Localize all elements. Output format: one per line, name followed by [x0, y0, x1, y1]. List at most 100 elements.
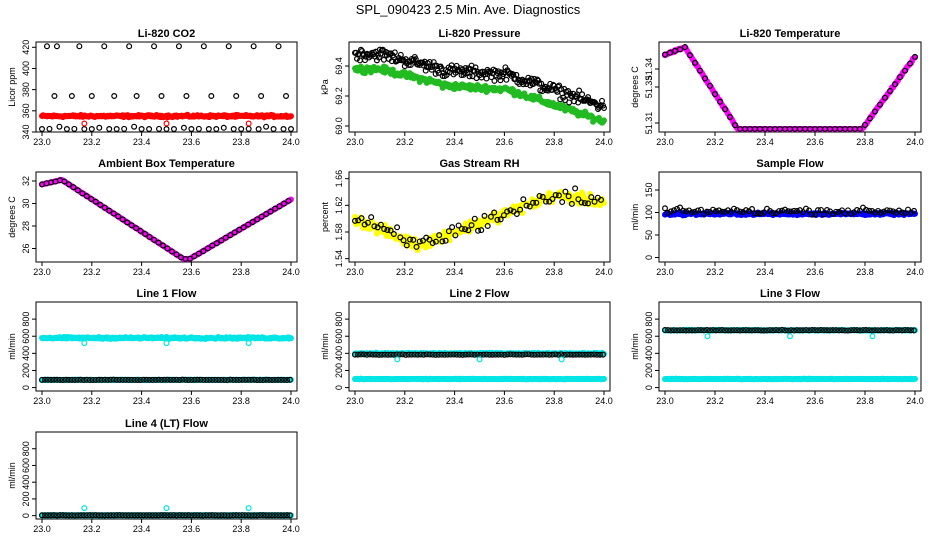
- data-point: [56, 123, 63, 130]
- data-point: [131, 123, 138, 130]
- data-point: [245, 221, 252, 228]
- y-tick-label: 1.58: [334, 223, 344, 241]
- data-point: [276, 203, 283, 210]
- x-tick-label: 24.0: [282, 524, 300, 534]
- data-point: [910, 207, 917, 214]
- data-point: [452, 232, 459, 239]
- x-tick-label: 24.0: [595, 267, 613, 277]
- data-point: [661, 51, 668, 58]
- data-point: [754, 210, 761, 217]
- data-point: [142, 230, 149, 237]
- data-point: [79, 190, 86, 197]
- data-point: [436, 232, 443, 239]
- data-point: [405, 62, 412, 69]
- data-point: [724, 207, 731, 214]
- data-point: [88, 125, 95, 132]
- data-point: [43, 43, 50, 50]
- data-point: [394, 224, 401, 231]
- data-point: [170, 125, 177, 132]
- data-point: [520, 196, 527, 203]
- data-point: [183, 92, 190, 99]
- x-tick-label: 23.6: [183, 267, 201, 277]
- y-tick-label: 340: [21, 124, 31, 139]
- data-point: [270, 125, 277, 132]
- data-point: [691, 59, 698, 66]
- data-point: [106, 207, 113, 214]
- page-title: SPL_090423 2.5 Min. Ave. Diagnostics: [356, 2, 581, 17]
- x-tick-label: 23.2: [83, 267, 101, 277]
- y-axis-label: ml/min: [630, 204, 640, 231]
- chart-title: Sample Flow: [756, 158, 824, 170]
- data-point: [81, 340, 88, 347]
- data-point: [576, 87, 583, 94]
- data-point: [160, 242, 167, 249]
- data-point: [844, 207, 851, 214]
- data-point: [904, 206, 911, 213]
- series-li-820-temperature-black: [661, 44, 918, 132]
- data-point: [484, 222, 491, 229]
- y-tick-label: 200: [21, 491, 31, 506]
- data-point: [880, 208, 887, 215]
- data-point: [121, 125, 128, 132]
- data-point: [591, 198, 598, 205]
- data-point: [565, 193, 572, 200]
- data-point: [468, 222, 475, 229]
- x-tick-label: 24.0: [906, 267, 924, 277]
- data-point: [494, 216, 501, 223]
- y-tick-label: 400: [21, 61, 31, 76]
- data-point: [163, 125, 170, 132]
- data-point: [195, 125, 202, 132]
- data-point: [188, 125, 195, 132]
- data-point: [869, 333, 876, 340]
- plot-frame: [348, 171, 611, 263]
- data-point: [575, 196, 582, 203]
- data-point: [240, 224, 247, 231]
- y-tick-label: 0: [644, 385, 654, 390]
- y-axis-label: percent: [320, 201, 330, 232]
- data-point: [730, 205, 737, 212]
- x-tick-label: 23.6: [496, 267, 514, 277]
- data-point: [568, 200, 575, 207]
- data-point: [413, 243, 420, 250]
- y-tick-label: 420: [21, 40, 31, 55]
- series-box-temperature-black: [38, 177, 292, 263]
- data-point: [793, 208, 800, 215]
- data-point: [205, 125, 212, 132]
- data-point: [709, 206, 716, 213]
- data-point: [704, 333, 711, 340]
- data-point: [896, 74, 903, 81]
- data-point: [419, 237, 426, 244]
- data-point: [258, 92, 265, 99]
- data-point: [901, 67, 908, 74]
- data-point: [817, 206, 824, 213]
- data-point: [697, 206, 704, 213]
- data-point: [823, 207, 830, 214]
- data-point: [588, 194, 595, 201]
- y-tick-label: 150: [644, 182, 654, 197]
- data-point: [517, 206, 524, 213]
- data-point: [542, 198, 549, 205]
- chart-box_temp: Ambient Box Temperature 23.0 23.2 23.4 23.6 2…: [7, 158, 300, 277]
- data-point: [371, 223, 378, 230]
- x-tick-label: 23.4: [756, 396, 774, 406]
- y-tick-label: 800: [21, 441, 31, 456]
- data-point: [706, 82, 713, 89]
- data-point: [666, 49, 673, 56]
- data-point: [63, 125, 70, 132]
- data-point: [285, 197, 292, 204]
- y-axis-label: ml/min: [320, 333, 330, 360]
- y-tick-label: 0: [21, 513, 31, 518]
- chart-rh: Gas Stream RH 23.0 23.2 23.4 23.6 23.8 24.0 1.5…: [320, 158, 613, 277]
- data-point: [233, 92, 240, 99]
- data-point: [572, 185, 579, 192]
- data-point: [111, 92, 118, 99]
- data-point: [204, 245, 211, 252]
- series-co2-black: [38, 43, 295, 132]
- data-point: [581, 200, 588, 207]
- data-point: [503, 76, 510, 83]
- data-point: [778, 207, 785, 214]
- y-tick-label: 28: [21, 221, 31, 231]
- chart-line4: Line 4 (LT) Flow 23.0 23.2 23.4 23.6 23.8 24.0…: [7, 418, 300, 534]
- data-point: [736, 208, 743, 215]
